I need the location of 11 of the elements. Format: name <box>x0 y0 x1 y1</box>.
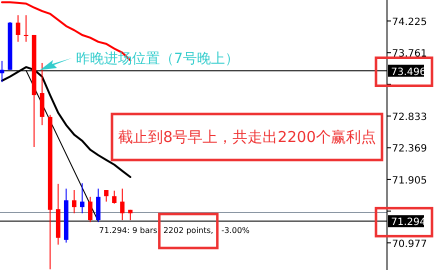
y-tick-label: 73.761 <box>392 48 427 60</box>
annotation: 2202 points, <box>163 226 214 235</box>
y-tick-label: 72.369 <box>392 144 427 155</box>
annotation: 昨晚进场位置（7号晚上） <box>76 51 239 67</box>
annotation: 71.294: 9 bars <box>99 226 158 235</box>
annotation: 截止到8号早上，共走出2200个赢利点 <box>118 128 376 146</box>
y-tick-label: 71.905 <box>392 175 427 186</box>
annotation: -3.00% <box>221 226 250 235</box>
y-tick-label: 70.977 <box>392 238 427 250</box>
y-tick-label: 72.833 <box>392 112 427 124</box>
y-tick-label: 74.225 <box>392 16 427 28</box>
